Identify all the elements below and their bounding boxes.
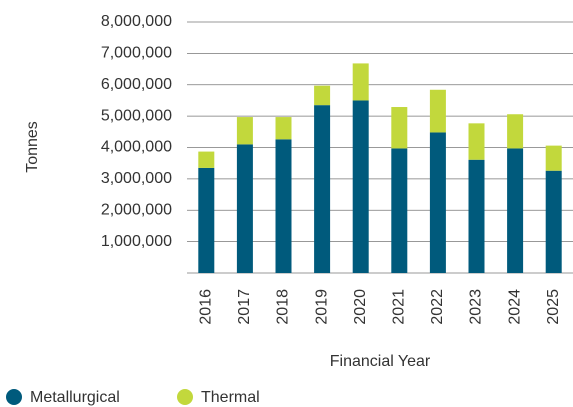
x-axis-label: Financial Year bbox=[330, 353, 431, 370]
x-tick-label: 2023 bbox=[468, 289, 485, 325]
x-tick-label: 2019 bbox=[313, 289, 330, 325]
bar-segment bbox=[391, 148, 408, 273]
bar-segment bbox=[391, 107, 408, 149]
y-tick-label: 5,000,000 bbox=[101, 107, 172, 124]
x-tick-label: 2018 bbox=[275, 289, 292, 325]
bar-segment bbox=[314, 85, 331, 106]
bar-segment bbox=[314, 105, 331, 273]
legend-marker bbox=[177, 389, 193, 405]
x-tick-label: 2017 bbox=[236, 289, 253, 325]
bar-segment bbox=[352, 63, 369, 101]
bar-segment bbox=[236, 144, 253, 273]
bar-segment bbox=[468, 123, 485, 160]
y-axis-label: Tonnes bbox=[24, 121, 41, 173]
x-tick-label: 2016 bbox=[198, 289, 215, 325]
legend-label: Thermal bbox=[201, 389, 260, 406]
y-tick-label: 6,000,000 bbox=[101, 76, 172, 93]
y-tick-label: 2,000,000 bbox=[101, 201, 172, 218]
bar-segment bbox=[198, 167, 215, 273]
y-tick-label: 1,000,000 bbox=[101, 233, 172, 250]
legend-marker bbox=[6, 389, 22, 405]
y-tick-label: 8,000,000 bbox=[101, 13, 172, 30]
bar-segment bbox=[198, 151, 215, 168]
bar-segment bbox=[545, 145, 562, 171]
x-tick-label: 2024 bbox=[506, 289, 523, 325]
bar-segment bbox=[429, 132, 446, 273]
bar-segment bbox=[429, 89, 446, 133]
bar-segment bbox=[275, 117, 292, 140]
bar-segment bbox=[352, 100, 369, 273]
bar-segment bbox=[468, 159, 485, 273]
bar-segment bbox=[275, 139, 292, 273]
y-tick-label: 3,000,000 bbox=[101, 170, 172, 187]
bar-segment bbox=[507, 114, 524, 149]
legend-label: Metallurgical bbox=[30, 389, 120, 406]
bar-segment bbox=[507, 148, 524, 273]
x-tick-label: 2025 bbox=[545, 289, 562, 325]
bar-segment bbox=[236, 117, 253, 145]
x-tick-label: 2022 bbox=[429, 289, 446, 325]
x-tick-label: 2020 bbox=[352, 289, 369, 325]
bar-segment bbox=[545, 170, 562, 273]
y-tick-label: 4,000,000 bbox=[101, 139, 172, 156]
y-tick-label: 7,000,000 bbox=[101, 45, 172, 62]
x-tick-label: 2021 bbox=[391, 289, 408, 325]
